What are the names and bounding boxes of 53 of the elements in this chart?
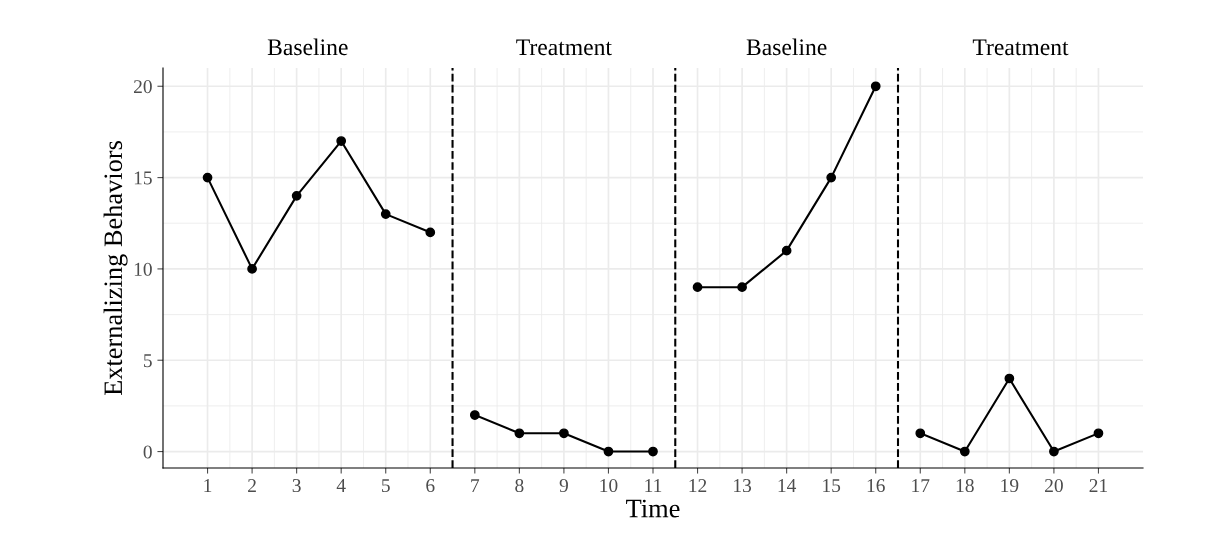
text: Baseline <box>267 38 348 56</box>
y-tick-label: 20 <box>133 80 152 94</box>
point <box>202 172 213 183</box>
point <box>959 446 970 457</box>
x-tick-label: 18 <box>956 478 974 493</box>
x-tick-label: 5 <box>382 479 390 493</box>
text: Treatment <box>516 39 612 56</box>
point <box>247 264 257 274</box>
point <box>469 410 480 420</box>
point <box>336 136 347 146</box>
x-tick-label: 13 <box>734 479 752 493</box>
x-tick-label: 10 <box>600 478 618 493</box>
point <box>1049 446 1059 457</box>
point <box>915 428 926 439</box>
x-tick-label: 17 <box>912 479 930 492</box>
x-tick-label: 4 <box>336 479 346 492</box>
point <box>648 446 658 457</box>
x-tick-label: 2 <box>248 479 256 492</box>
point <box>1004 373 1015 384</box>
x-tick-label: 8 <box>515 478 524 493</box>
point <box>514 428 525 439</box>
point <box>291 190 302 201</box>
point <box>870 81 881 92</box>
x-axis-title: Time <box>626 499 680 518</box>
point <box>1093 428 1104 439</box>
x-tick-label: 1 <box>204 479 212 492</box>
point <box>603 446 614 457</box>
x-tick-label: 3 <box>292 479 301 493</box>
x-tick-label: 6 <box>426 479 435 493</box>
point <box>425 227 436 238</box>
x-tick-label: 16 <box>867 479 885 493</box>
x-tick-label: 9 <box>559 479 568 493</box>
y-tick-label: 0 <box>143 445 152 459</box>
y-axis-title: Externalizing Behaviors <box>103 141 128 396</box>
x-tick-label: 11 <box>645 479 662 492</box>
x-tick-label: 12 <box>689 479 707 492</box>
text: Baseline <box>746 38 827 56</box>
point <box>692 282 703 293</box>
x-tick-label: 20 <box>1045 478 1063 493</box>
point <box>826 172 837 183</box>
point <box>380 209 391 219</box>
point <box>737 282 747 293</box>
x-tick-label: 21 <box>1089 479 1108 492</box>
y-tick-label: 5 <box>143 354 152 368</box>
x-tick-label: 15 <box>823 479 841 493</box>
x-tick-label: 7 <box>471 479 480 492</box>
point <box>781 245 792 256</box>
point <box>559 428 569 439</box>
y-tick-label: 10 <box>134 262 152 276</box>
y-tick-label: 15 <box>134 171 152 185</box>
x-tick-label: 14 <box>778 479 797 492</box>
text: Treatment <box>972 39 1069 56</box>
x-tick-label: 19 <box>1001 479 1019 493</box>
